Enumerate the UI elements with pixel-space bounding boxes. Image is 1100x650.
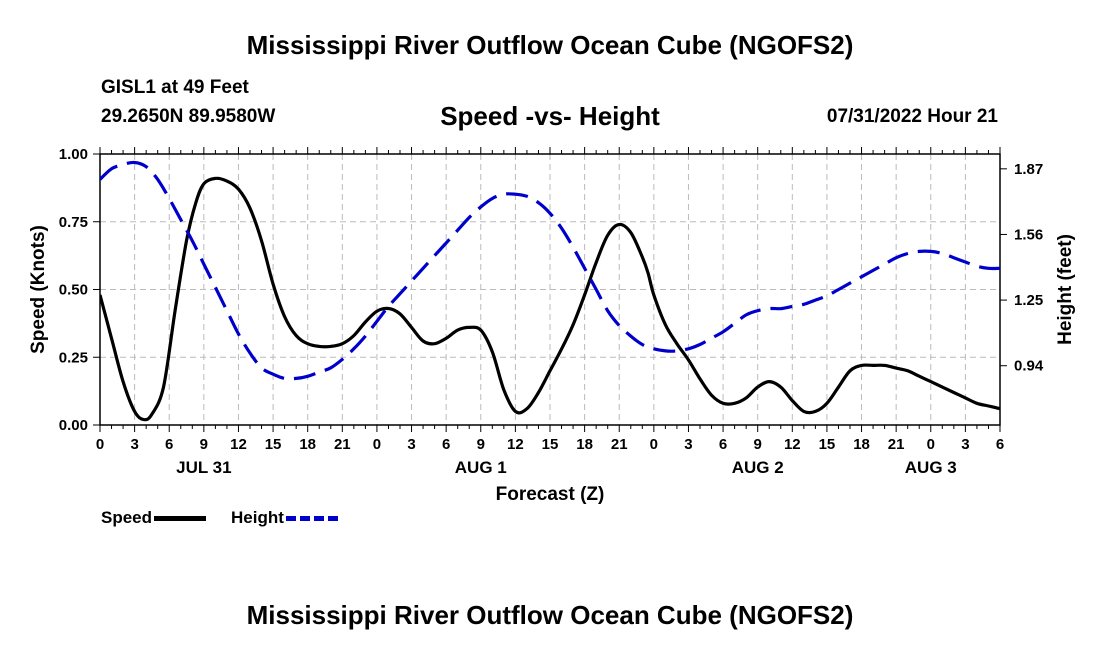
x-tick-label: 12 [230,436,247,453]
x-tick-label: 9 [200,436,208,453]
x-tick-label: 0 [373,436,381,453]
x-tick-label: 9 [477,436,485,453]
x-tick-label: 12 [784,436,801,453]
y2-tick-label: 1.87 [1014,161,1043,178]
legend-height-swatch [285,516,338,522]
x-tick-label: 18 [299,436,316,453]
x-tick-label: 9 [754,436,762,453]
coordinates-label: 29.2650N 89.9580W [101,106,276,127]
x-tick-label: 0 [96,436,104,453]
legend-height-label: Height [231,508,284,527]
footer-title: Mississippi River Outflow Ocean Cube (NG… [246,600,854,630]
x-tick-label: 6 [165,436,173,453]
x-tick-label: 15 [819,436,836,453]
x-tick-label: 18 [853,436,870,453]
station-label: GISL1 at 49 Feet [101,77,249,98]
y-tick-label: 1.00 [59,146,88,163]
forecast-datetime: 07/31/2022 Hour 21 [826,106,998,127]
x-tick-label: 12 [507,436,524,453]
x-tick-label: 18 [576,436,593,453]
y2-tick-label: 1.25 [1014,292,1043,309]
date-label: JUL 31 [176,458,231,477]
y2-tick-label: 0.94 [1014,358,1044,375]
x-tick-label: 21 [611,436,628,453]
x-tick-label: 0 [927,436,935,453]
chart-subtitle: Speed -vs- Height [440,101,660,131]
y-tick-label: 0.50 [59,282,88,299]
date-label: AUG 1 [455,458,507,477]
legend-speed-swatch [154,516,207,522]
x-tick-label: 3 [407,436,415,453]
date-label: AUG 2 [732,458,784,477]
height-series-line [100,160,1000,381]
x-tick-label: 3 [130,436,138,453]
x-tick-label: 15 [265,436,282,453]
x-tick-label: 15 [542,436,559,453]
chart-title: Mississippi River Outflow Ocean Cube (NG… [246,30,854,60]
x-tick-label: 6 [442,436,450,453]
x-tick-label: 6 [996,436,1004,453]
legend-speed-label: Speed [101,508,153,527]
x-tick-label: 3 [961,436,969,453]
x-tick-label: 21 [888,436,905,453]
x-tick-label: 0 [650,436,658,453]
x-axis-label: Forecast (Z) [496,484,605,505]
date-label: AUG 3 [905,458,957,477]
y-tick-label: 0.25 [59,349,88,366]
legend-height: Height [231,508,338,528]
y-axis-label: Speed (Knots) [28,225,49,354]
y2-tick-label: 1.56 [1014,226,1043,243]
y-tick-label: 0.00 [59,417,88,434]
x-tick-label: 3 [684,436,692,453]
legend-speed: Speed [101,508,207,528]
speed-height-chart: 0 3 6 9 12 15 18 21 0 3 6 9 12 15 18 21 0 3 6 9 12 15 18 21 0 3 6J… [28,146,1076,505]
x-tick-label: 21 [334,436,351,453]
speed-series-line [100,176,1000,422]
x-tick-label: 6 [719,436,727,453]
y-tick-label: 0.75 [59,214,88,231]
y2-axis-label: Height (feet) [1055,234,1076,345]
